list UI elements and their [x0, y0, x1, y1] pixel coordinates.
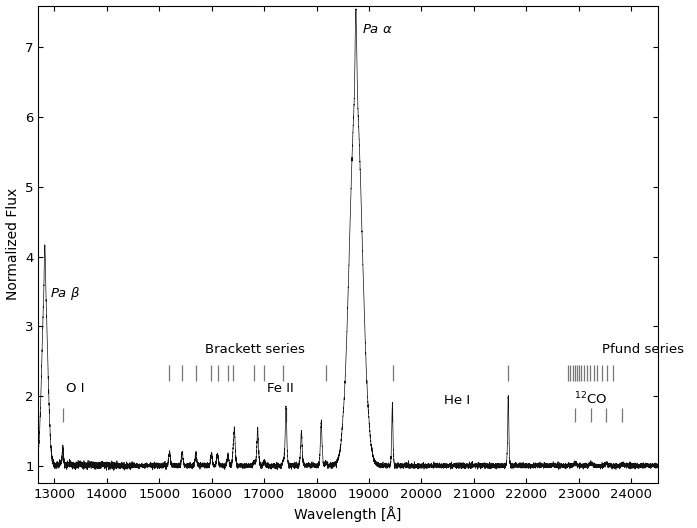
Text: Brackett series: Brackett series [206, 343, 305, 356]
Y-axis label: Normalized Flux: Normalized Flux [6, 188, 20, 300]
Text: He I: He I [444, 394, 470, 407]
Text: $^{12}$CO: $^{12}$CO [574, 391, 607, 407]
Text: Pa $\alpha$: Pa $\alpha$ [362, 23, 393, 36]
Text: Fe II: Fe II [267, 382, 293, 395]
X-axis label: Wavelength [Å]: Wavelength [Å] [294, 506, 401, 522]
Text: Pa $\beta$: Pa $\beta$ [50, 285, 80, 302]
Text: Pfund series: Pfund series [602, 343, 684, 356]
Text: O I: O I [66, 382, 85, 395]
